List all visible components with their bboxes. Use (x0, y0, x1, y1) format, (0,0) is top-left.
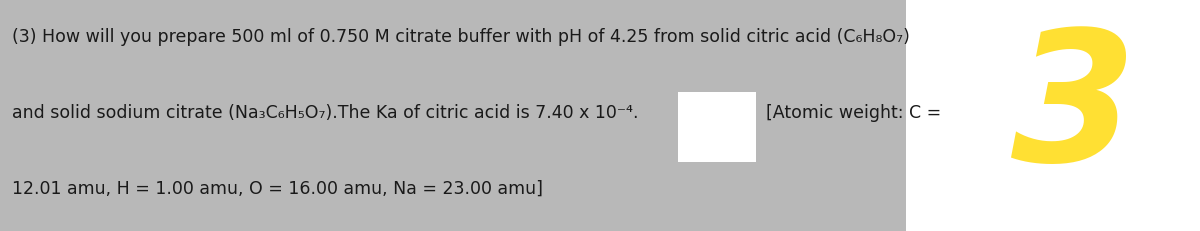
Text: 12.01 amu, H = 1.00 amu, O = 16.00 amu, Na = 23.00 amu]: 12.01 amu, H = 1.00 amu, O = 16.00 amu, … (12, 180, 542, 198)
Bar (0, 0, 906, 231)
Text: 3: 3 (1012, 23, 1136, 199)
Text: [Atomic weight: C =: [Atomic weight: C = (766, 104, 941, 122)
Bar (678, 92, 756, 162)
Text: (3) How will you prepare 500 ml of 0.750 M citrate buffer with pH of 4.25 from s: (3) How will you prepare 500 ml of 0.750… (12, 28, 910, 46)
Text: and solid sodium citrate (Na₃C₆H₅O₇).The Ka of citric acid is 7.40 x 10⁻⁴.: and solid sodium citrate (Na₃C₆H₅O₇).The… (12, 104, 638, 122)
